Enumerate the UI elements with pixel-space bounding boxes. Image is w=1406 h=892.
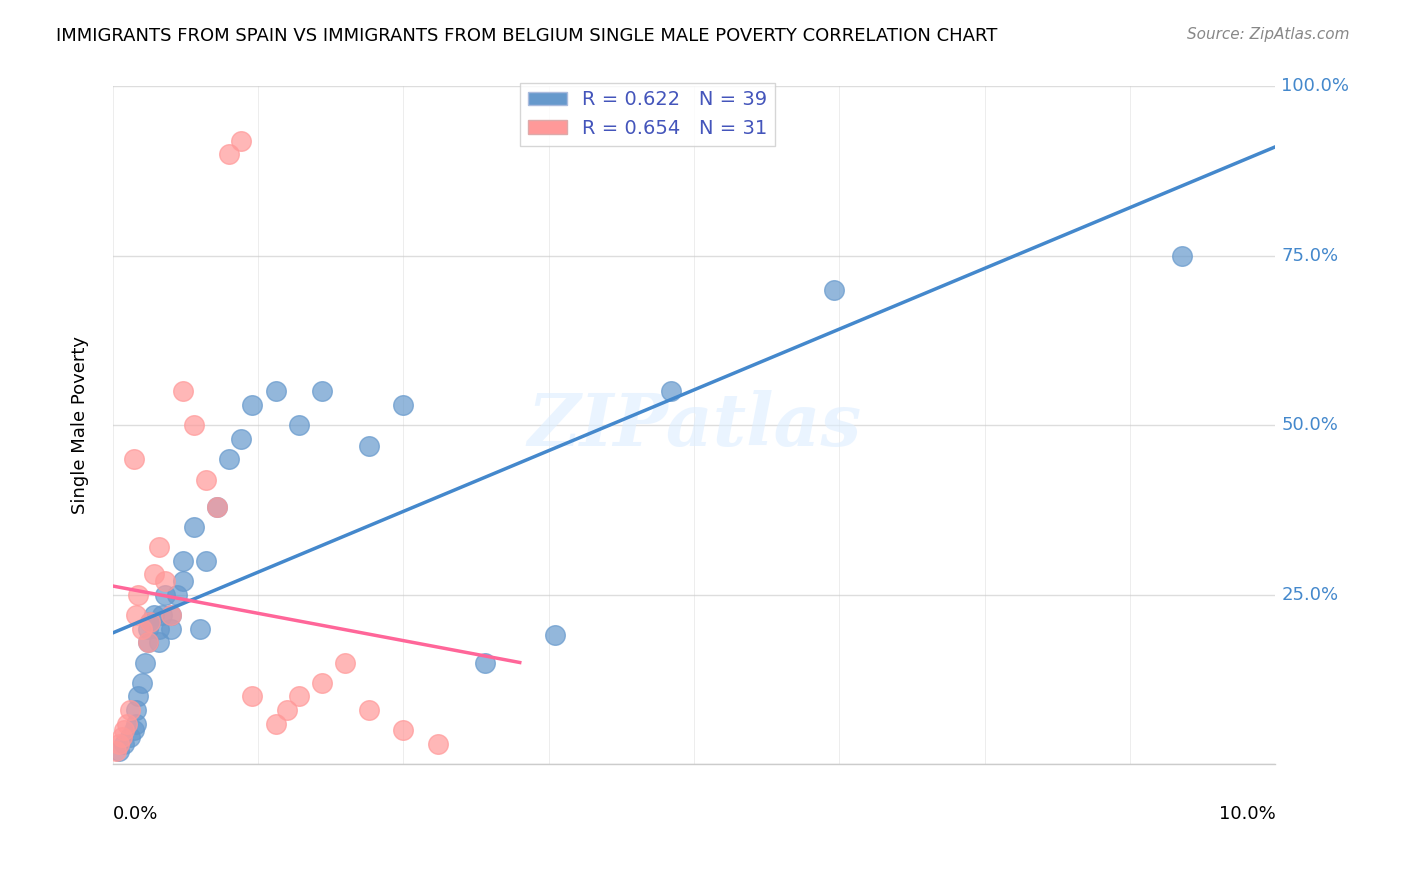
Point — [120, 703, 142, 717]
Point — [136, 635, 159, 649]
Point — [311, 676, 333, 690]
Point — [127, 690, 149, 704]
Point — [150, 608, 173, 623]
Point — [111, 730, 134, 744]
Point — [357, 703, 380, 717]
Point — [131, 676, 153, 690]
Text: IMMIGRANTS FROM SPAIN VS IMMIGRANTS FROM BELGIUM SINGLE MALE POVERTY CORRELATION: IMMIGRANTS FROM SPAIN VS IMMIGRANTS FROM… — [56, 27, 998, 45]
Text: ZIPatlas: ZIPatlas — [527, 390, 860, 461]
Point — [229, 134, 252, 148]
Point — [183, 520, 205, 534]
Point — [160, 622, 183, 636]
Text: 75.0%: 75.0% — [1281, 247, 1339, 265]
Point — [136, 635, 159, 649]
Text: 0.0%: 0.0% — [112, 805, 159, 823]
Point — [107, 737, 129, 751]
Point — [229, 432, 252, 446]
Point — [392, 723, 415, 738]
Point — [288, 418, 311, 433]
Point — [207, 500, 229, 514]
Point — [264, 384, 287, 399]
Point — [139, 615, 162, 629]
Point — [823, 283, 845, 297]
Point — [136, 622, 159, 636]
Point — [194, 473, 217, 487]
Point — [1171, 249, 1194, 263]
Point — [153, 574, 176, 589]
Point — [127, 588, 149, 602]
Point — [240, 398, 263, 412]
Point — [107, 744, 129, 758]
Point — [125, 608, 148, 623]
Point — [160, 608, 183, 623]
Point — [122, 723, 145, 738]
Point — [172, 384, 194, 399]
Text: 10.0%: 10.0% — [1219, 805, 1275, 823]
Point — [207, 500, 229, 514]
Point — [188, 622, 211, 636]
Point — [131, 622, 153, 636]
Point — [427, 737, 450, 751]
Point — [194, 554, 217, 568]
Point — [166, 588, 188, 602]
Legend: R = 0.622   N = 39, R = 0.654   N = 31: R = 0.622 N = 39, R = 0.654 N = 31 — [520, 83, 775, 146]
Point — [218, 147, 240, 161]
Point — [115, 716, 138, 731]
Point — [134, 656, 156, 670]
Point — [311, 384, 333, 399]
Point — [148, 541, 170, 555]
Point — [114, 723, 136, 738]
Point — [125, 703, 148, 717]
Point — [142, 567, 165, 582]
Point — [276, 703, 298, 717]
Point — [183, 418, 205, 433]
Point — [172, 574, 194, 589]
Point — [288, 690, 311, 704]
Point — [659, 384, 682, 399]
Text: 100.0%: 100.0% — [1281, 78, 1350, 95]
Point — [120, 730, 142, 744]
Y-axis label: Single Male Poverty: Single Male Poverty — [72, 336, 89, 515]
Point — [543, 628, 565, 642]
Point — [474, 656, 496, 670]
Point — [148, 635, 170, 649]
Point — [125, 716, 148, 731]
Point — [357, 439, 380, 453]
Text: 50.0%: 50.0% — [1281, 417, 1339, 434]
Point — [114, 737, 136, 751]
Point — [392, 398, 415, 412]
Point — [139, 615, 162, 629]
Point — [172, 554, 194, 568]
Text: Source: ZipAtlas.com: Source: ZipAtlas.com — [1187, 27, 1350, 42]
Point — [218, 452, 240, 467]
Point — [105, 744, 128, 758]
Point — [148, 622, 170, 636]
Point — [153, 588, 176, 602]
Point — [240, 690, 263, 704]
Text: 25.0%: 25.0% — [1281, 586, 1339, 604]
Point — [264, 716, 287, 731]
Point — [335, 656, 357, 670]
Point — [122, 452, 145, 467]
Point — [142, 608, 165, 623]
Point — [160, 608, 183, 623]
